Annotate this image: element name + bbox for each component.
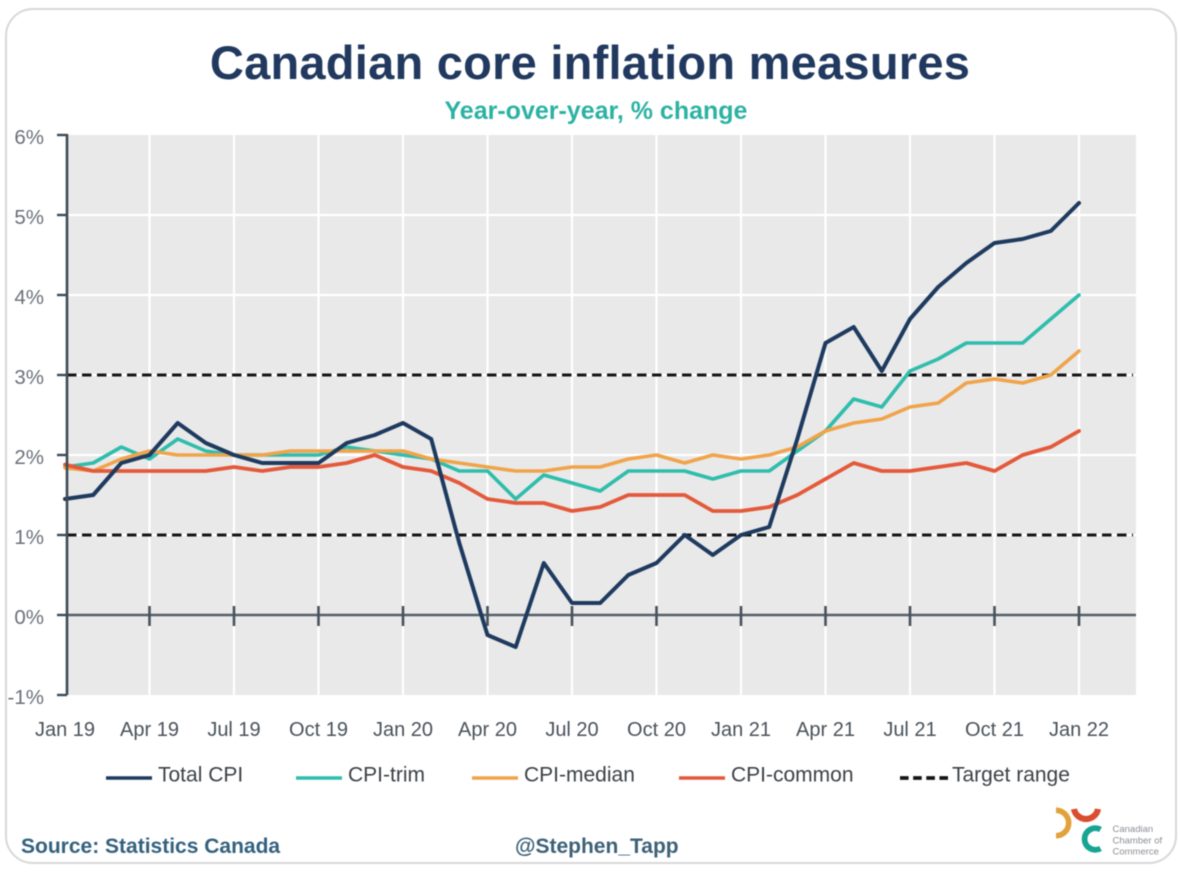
svg-text:CPI-common: CPI-common — [731, 764, 854, 787]
svg-text:Jul 21: Jul 21 — [883, 719, 936, 741]
svg-text:Jul 19: Jul 19 — [207, 719, 260, 741]
svg-text:Target range: Target range — [952, 764, 1070, 787]
svg-text:Jan 22: Jan 22 — [1049, 719, 1109, 741]
svg-text:4%: 4% — [14, 286, 44, 309]
svg-text:Chamber of: Chamber of — [1113, 835, 1163, 846]
svg-text:Oct 20: Oct 20 — [627, 719, 686, 741]
svg-text:Oct 19: Oct 19 — [289, 719, 348, 741]
svg-text:3%: 3% — [14, 366, 44, 389]
svg-text:Commerce: Commerce — [1113, 847, 1159, 858]
svg-text:2%: 2% — [14, 446, 44, 469]
svg-text:Jan 20: Jan 20 — [373, 719, 433, 741]
svg-text:0%: 0% — [14, 606, 44, 629]
svg-text:Apr 21: Apr 21 — [796, 719, 855, 741]
svg-text:-1%: -1% — [8, 686, 44, 709]
svg-text:Apr 19: Apr 19 — [120, 719, 179, 741]
svg-text:Apr 20: Apr 20 — [458, 719, 517, 741]
svg-text:Canadian: Canadian — [1113, 824, 1154, 835]
svg-text:Jan 21: Jan 21 — [711, 719, 771, 741]
svg-text:CPI-trim: CPI-trim — [348, 764, 425, 787]
svg-text:5%: 5% — [14, 206, 44, 229]
svg-text:1%: 1% — [14, 526, 44, 549]
svg-text:6%: 6% — [14, 126, 44, 149]
svg-text:Jan 19: Jan 19 — [35, 719, 95, 741]
svg-text:Oct 21: Oct 21 — [965, 719, 1024, 741]
svg-text:CPI-median: CPI-median — [524, 764, 635, 787]
svg-text:Total CPI: Total CPI — [158, 764, 243, 787]
svg-text:Jul 20: Jul 20 — [545, 719, 598, 741]
